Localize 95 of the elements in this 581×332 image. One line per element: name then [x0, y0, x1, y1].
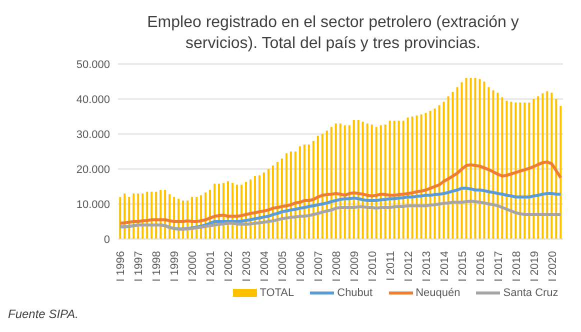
x-tick-label: I 2019 [528, 251, 541, 282]
bar [416, 115, 418, 239]
bar [119, 197, 122, 239]
x-tick-label: I 2015 [456, 251, 469, 282]
x-tick-label: I 2018 [510, 251, 523, 282]
bar [380, 125, 382, 239]
bar [330, 127, 332, 239]
bar [528, 102, 530, 239]
bar [375, 127, 378, 239]
bar [316, 136, 319, 239]
x-tick-label: I 2005 [277, 251, 290, 282]
bar [532, 99, 535, 239]
bar [308, 144, 310, 239]
bar [456, 87, 458, 239]
bar [438, 105, 440, 239]
bar [474, 78, 476, 239]
bar [348, 125, 350, 239]
y-tick-label: 40.000 [76, 94, 110, 106]
x-tick-label: I 1998 [151, 251, 164, 282]
x-tick-label: I 2006 [295, 251, 308, 282]
bar [460, 82, 463, 239]
line-series [118, 160, 562, 225]
x-tick-label: I 2003 [241, 251, 254, 282]
bar [542, 93, 544, 239]
bar [339, 124, 342, 239]
x-tick-label: I 2008 [331, 251, 344, 282]
bar [388, 120, 391, 239]
bar [492, 90, 494, 239]
bar [560, 106, 562, 239]
bar [411, 116, 414, 239]
bar [501, 97, 504, 239]
x-tick-label: I 2012 [402, 251, 415, 282]
bar [334, 124, 337, 239]
bar [312, 141, 314, 239]
bar [424, 113, 427, 239]
x-tick-label: I 2014 [438, 251, 451, 282]
x-tick-label: I 2000 [187, 251, 200, 282]
bar [524, 102, 526, 239]
legend-label: TOTAL [258, 287, 294, 299]
x-tick-label: I 2016 [474, 251, 487, 282]
bar [406, 118, 409, 239]
bar [366, 124, 368, 239]
chart-title: Empleo registrado en el sector petrolero (extración y servicios). Total del país y tres provincias. [146, 13, 520, 54]
y-tick-label: 30.000 [76, 128, 110, 141]
y-tick-label: 10.000 [76, 198, 110, 211]
bar [398, 120, 400, 239]
bar [519, 102, 522, 239]
bar [537, 96, 540, 239]
bar [393, 120, 396, 239]
legend-label: Chubut [336, 287, 373, 299]
bar [506, 100, 508, 239]
x-tick-label: I 1996 [115, 251, 128, 282]
x-tick-label: I 2009 [348, 251, 361, 282]
x-tick-label: I 2020 [546, 251, 559, 282]
x-tick-label: I 2004 [259, 251, 272, 282]
x-tick-label: I 2017 [492, 251, 505, 282]
legend-label: Santa Cruz [502, 287, 558, 299]
x-tick-label: I 2002 [223, 251, 236, 282]
bar [496, 92, 499, 239]
x-tick-label: I 2001 [205, 251, 218, 282]
bar [555, 99, 558, 239]
bar [326, 130, 328, 239]
bar [402, 120, 404, 239]
bar [483, 82, 486, 239]
bar [303, 144, 306, 239]
bar [452, 92, 454, 239]
bar [447, 96, 450, 239]
bar [352, 120, 355, 239]
bar [442, 102, 445, 239]
bar [465, 78, 468, 239]
bar [514, 102, 517, 239]
x-tick-label: I 2007 [313, 251, 326, 282]
bar [420, 114, 422, 239]
bar [470, 78, 472, 239]
bar [344, 125, 346, 239]
bar [434, 108, 436, 239]
x-tick-label: I 2010 [366, 251, 379, 282]
bar [357, 120, 360, 239]
bar [546, 91, 548, 239]
x-tick-label: I 1997 [133, 251, 146, 282]
bar [321, 134, 324, 239]
bar [488, 87, 490, 239]
bar [429, 110, 432, 239]
bar [550, 92, 553, 239]
x-tick-label: I 2011 [384, 251, 397, 281]
bar [362, 122, 364, 239]
source-note: Fuente SIPA. [8, 307, 80, 321]
x-tick-label: I 2013 [420, 251, 433, 282]
x-tick-label: I 1999 [169, 251, 182, 282]
y-tick-label: 20.000 [76, 164, 110, 176]
bar [478, 79, 481, 239]
legend-label: Neuquén [414, 287, 460, 299]
line-series [118, 200, 562, 231]
y-tick-label: 50.000 [76, 58, 110, 71]
y-tick-label: 0 [104, 234, 110, 246]
